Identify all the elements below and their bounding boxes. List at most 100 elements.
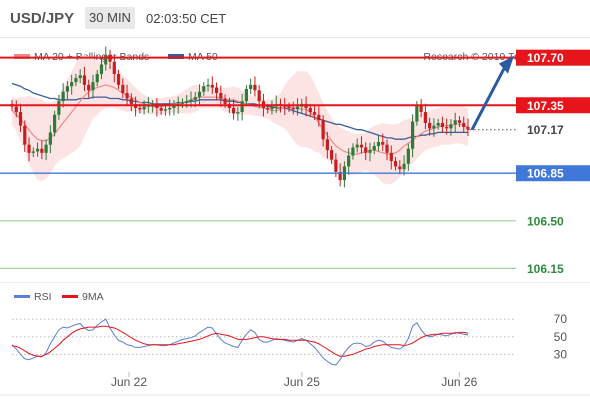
candle-body	[142, 106, 146, 110]
candle-body	[321, 120, 325, 140]
candle-body	[249, 84, 253, 89]
rsi-divider	[0, 282, 590, 283]
candle-body	[347, 155, 351, 167]
candle-body	[87, 84, 91, 91]
candle-body	[368, 150, 372, 153]
candle-body	[359, 144, 364, 148]
candle-body	[35, 148, 40, 152]
rsi-level-label-70: 70	[554, 312, 568, 326]
candle-body	[53, 114, 57, 133]
x-tick-label: Jun 22	[111, 375, 147, 389]
candle-body	[18, 112, 23, 126]
candle-body	[338, 171, 342, 181]
level-label-106-85: 106.85	[527, 167, 564, 181]
candle-body	[428, 122, 432, 129]
level-label-106-15: 106.15	[527, 262, 564, 276]
forecast-arrow-line	[470, 67, 506, 131]
candle-body	[389, 152, 393, 161]
candle-body	[14, 106, 18, 113]
candle-body	[82, 75, 87, 85]
level-badge-107-70	[516, 49, 590, 66]
candle-body	[457, 120, 462, 123]
candle-body	[219, 93, 223, 99]
rsi-legend-label: RSI	[34, 291, 52, 303]
candle-body	[325, 139, 329, 151]
x-tick-label: Jun 25	[284, 375, 320, 389]
candle-body	[193, 97, 197, 100]
candle-body	[253, 84, 257, 91]
level-label-107-70: 107.70	[527, 51, 564, 65]
level-label-107-17: 107.17	[527, 123, 564, 137]
candle-body	[172, 105, 176, 108]
candle-body	[70, 82, 74, 87]
candle-body	[466, 127, 470, 130]
candle-body	[449, 124, 453, 129]
rsi-level-label-30: 30	[554, 347, 568, 361]
candle-body	[462, 122, 466, 128]
candle-body	[116, 73, 121, 85]
candle-body	[99, 64, 104, 74]
ma9-legend-label: 9MA	[82, 291, 104, 303]
candle-body	[125, 93, 129, 99]
rsi-legend-swatch	[14, 295, 30, 298]
candle-body	[402, 163, 406, 170]
candle-body	[104, 54, 108, 65]
price-levels: 107.70 107.35 107.17 106.85 106.50 106.15	[0, 49, 590, 276]
chart-header: USD/JPY 30 MIN 02:03:50 CET	[0, 0, 590, 38]
candle-body	[445, 127, 449, 129]
candle-body	[270, 106, 274, 110]
candle-body	[312, 112, 317, 115]
candle-body	[295, 106, 300, 110]
candle-body	[57, 101, 61, 115]
candle-body	[78, 75, 82, 79]
candle-body	[168, 107, 172, 110]
candle-body	[372, 146, 376, 151]
level-label-107-35: 107.35	[527, 99, 564, 113]
candle-body	[244, 88, 248, 102]
candle-body	[381, 141, 385, 145]
candle-body	[419, 105, 423, 113]
candle-body	[232, 107, 236, 114]
symbol-title: USD/JPY	[10, 10, 75, 27]
candle-body	[95, 73, 99, 83]
price-plot	[10, 46, 470, 188]
candle-body	[197, 91, 202, 98]
ma50-line	[11, 82, 468, 140]
candle-body	[257, 90, 261, 102]
candle-body	[236, 112, 240, 114]
candle-body	[40, 148, 44, 153]
candle-body	[206, 84, 210, 87]
candle-body	[31, 151, 35, 153]
candle-body	[393, 161, 398, 167]
candle-body	[436, 122, 440, 126]
candle-body	[189, 99, 193, 102]
candle-body	[74, 78, 78, 83]
candle-body	[351, 147, 355, 156]
timestamp: 02:03:50 CET	[146, 11, 227, 26]
ma20-legend-swatch	[14, 54, 30, 59]
candle-body	[44, 144, 48, 153]
level-badge-107-35	[516, 97, 590, 114]
candle-body	[355, 144, 359, 148]
candle-body	[27, 144, 31, 153]
candle-body	[129, 98, 133, 104]
candle-body	[155, 105, 159, 108]
candle-body	[138, 107, 142, 110]
candle-body	[308, 107, 312, 113]
header-divider	[0, 37, 590, 38]
candle-body	[287, 106, 291, 108]
x-axis: Jun 22 Jun 25 Jun 26	[0, 372, 590, 396]
candle-body	[291, 107, 295, 110]
candle-body	[432, 125, 436, 129]
candle-body	[240, 101, 244, 113]
candle-body	[159, 107, 163, 111]
candle-body	[364, 147, 368, 153]
candle-body	[112, 61, 116, 74]
rsi-panel: RSI 9MA 70 50 30	[0, 282, 590, 366]
timeframe-badge[interactable]: 30 MIN	[85, 7, 135, 29]
candle-body	[406, 148, 410, 164]
level-label-106-50: 106.50	[527, 214, 564, 228]
candle-body	[376, 141, 381, 147]
candle-body	[91, 82, 95, 91]
